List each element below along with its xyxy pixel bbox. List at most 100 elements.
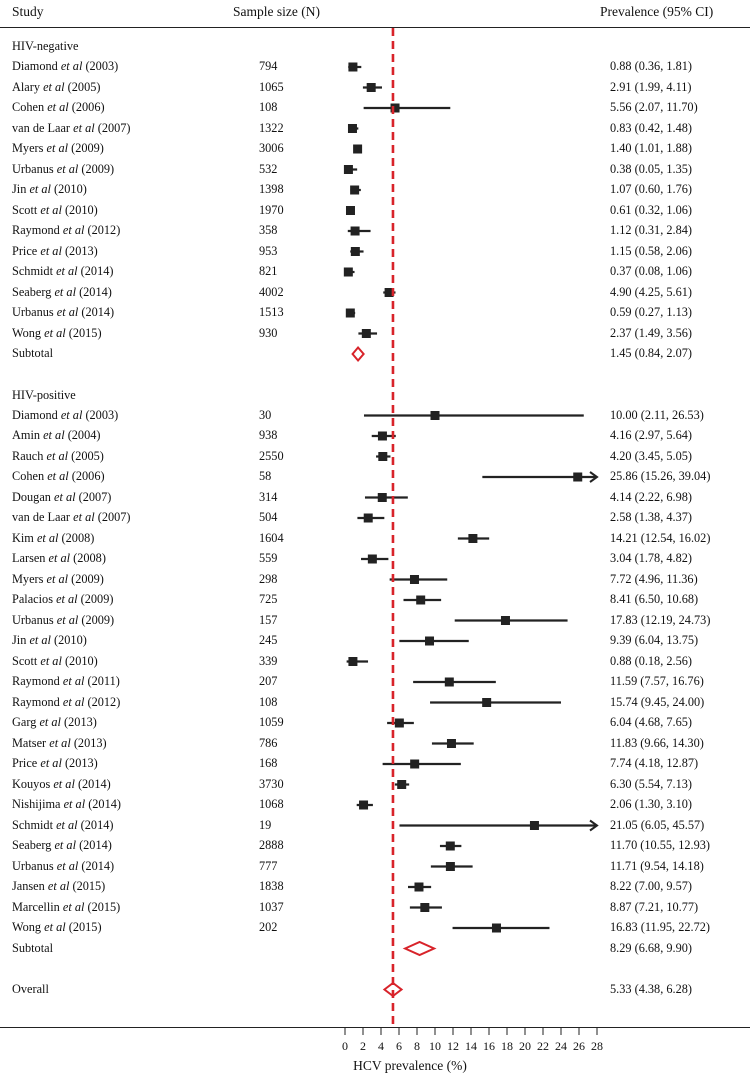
study-et-al: et al	[29, 182, 51, 196]
prevalence-ci: 25.86 (15.26, 39.04)	[610, 469, 711, 483]
sample-size: 1838	[259, 879, 284, 893]
study-author: Larsen	[12, 551, 46, 565]
prevalence-ci: 0.38 (0.05, 1.35)	[610, 161, 692, 176]
prevalence-ci: 7.74 (4.18, 12.87)	[610, 756, 699, 770]
study-label: Cohen et al (2006)	[12, 469, 105, 483]
study-et-al: et al	[56, 592, 78, 606]
study-author: Palacios	[12, 592, 53, 606]
study-et-al: et al	[56, 858, 79, 873]
estimate-marker	[444, 677, 454, 687]
study-et-al: et al	[47, 469, 69, 483]
sample-size: 58	[259, 469, 272, 483]
study-author: Seaberg	[12, 284, 52, 299]
prevalence-ci: 11.71 (9.54, 14.18)	[610, 858, 704, 873]
prevalence-ci: 6.04 (4.68, 7.65)	[610, 715, 692, 729]
study-et-al: et al	[56, 264, 78, 278]
sample-size: 794	[259, 59, 278, 73]
sample-size: 1065	[259, 79, 284, 94]
header-study: Study	[12, 4, 44, 19]
estimate-marker	[397, 780, 407, 789]
sample-size: 786	[259, 735, 278, 750]
study-label: Urbanus et al (2014)	[12, 859, 114, 873]
study-author: Kim	[12, 530, 34, 545]
estimate-marker	[445, 862, 455, 871]
study-year: (2003)	[85, 59, 119, 73]
study-author: Myers	[12, 571, 44, 586]
study-et-al: et al	[46, 571, 69, 586]
estimate-marker	[409, 575, 419, 584]
prevalence-ci: 0.88 (0.18, 2.56)	[610, 653, 692, 668]
study-year: (2009)	[81, 612, 115, 627]
prevalence-ci: 8.87 (7.21, 10.77)	[610, 899, 699, 914]
study-author: Marcellin	[12, 899, 60, 914]
study-label: Diamond et al (2003)	[12, 408, 118, 422]
overall-ci: 5.33 (4.38, 6.28)	[610, 981, 692, 996]
sample-size: 953	[259, 243, 278, 258]
sample-size: 1604	[259, 530, 284, 545]
study-label: Kouyos et al (2014)	[12, 777, 111, 791]
sample-size: 1513	[259, 305, 284, 319]
prevalence-ci: 8.41 (6.50, 10.68)	[610, 592, 699, 606]
study-author: van de Laar	[12, 510, 71, 524]
study-et-al: et al	[63, 797, 86, 811]
estimate-marker	[343, 267, 353, 277]
study-author: Diamond	[12, 59, 58, 73]
study-year: (2014)	[81, 305, 115, 319]
study-label: Marcellin et al (2015)	[12, 900, 120, 914]
x-tick-label: 26	[573, 1039, 585, 1053]
sample-size: 1970	[259, 202, 284, 217]
study-author: Cohen	[12, 100, 45, 114]
estimate-marker	[573, 472, 583, 482]
sample-size: 298	[259, 571, 278, 586]
study-year: (2006)	[71, 100, 105, 114]
x-tick-label: 10	[429, 1039, 441, 1053]
sample-size: 559	[259, 551, 278, 565]
study-et-al: et al	[44, 325, 66, 340]
study-label: Price et al (2013)	[12, 756, 98, 770]
study-author: Cohen	[12, 469, 45, 483]
estimate-marker	[529, 821, 539, 830]
study-et-al: et al	[40, 653, 62, 668]
estimate-marker	[482, 698, 492, 707]
sample-size: 157	[259, 612, 278, 627]
study-year: (2003)	[85, 407, 119, 422]
study-author: Urbanus	[12, 612, 54, 627]
study-year: (2007)	[97, 510, 131, 524]
study-label: Raymond et al (2012)	[12, 223, 120, 237]
study-label: Rauch et al (2005)	[12, 449, 104, 463]
study-label: Larsen et al (2008)	[12, 551, 106, 565]
group-title: HIV-negative	[12, 39, 79, 53]
prevalence-ci: 3.04 (1.78, 4.82)	[610, 551, 692, 565]
sample-size: 938	[259, 428, 278, 442]
study-author: Raymond	[12, 674, 60, 688]
prevalence-ci: 5.56 (2.07, 11.70)	[610, 100, 698, 114]
study-et-al: et al	[40, 243, 62, 258]
x-tick-label: 8	[414, 1039, 420, 1053]
study-year: (2012)	[87, 694, 121, 709]
study-et-al: et al	[62, 694, 85, 709]
estimate-marker	[345, 206, 355, 215]
bottom-rule	[0, 1027, 750, 1028]
prevalence-ci: 10.00 (2.11, 26.53)	[610, 407, 704, 422]
study-et-al: et al	[56, 161, 79, 176]
study-et-al: et al	[39, 715, 61, 729]
study-label: Myers et al (2009)	[12, 572, 104, 586]
estimate-marker	[348, 657, 358, 666]
study-label: Raymond et al (2012)	[12, 695, 120, 709]
sample-size: 108	[259, 694, 278, 709]
study-author: Urbanus	[12, 305, 54, 319]
estimate-marker	[377, 431, 387, 441]
prevalence-ci: 11.83 (9.66, 14.30)	[610, 735, 704, 750]
sample-size: 30	[259, 407, 272, 422]
study-author: Matser	[12, 735, 47, 750]
sample-size: 1059	[259, 715, 284, 729]
x-tick-label: 28	[591, 1039, 603, 1053]
prevalence-ci: 16.83 (11.95, 22.72)	[610, 920, 710, 934]
prevalence-ci: 2.37 (1.49, 3.56)	[610, 325, 692, 340]
study-year: (2009)	[71, 141, 104, 155]
prevalence-ci: 4.16 (2.97, 5.64)	[610, 428, 692, 442]
estimate-marker	[491, 923, 501, 933]
study-label: Jin et al (2010)	[12, 182, 87, 196]
study-year: (2010)	[64, 202, 98, 217]
prevalence-ci: 0.61 (0.32, 1.06)	[610, 202, 692, 217]
